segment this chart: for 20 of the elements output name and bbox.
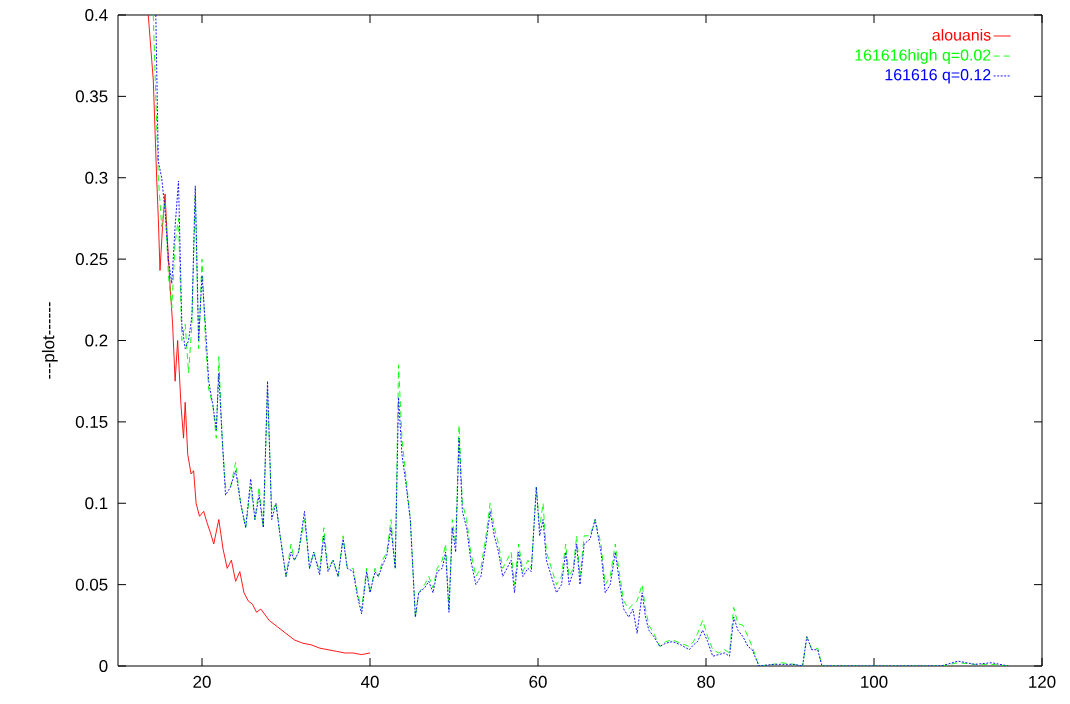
y-tick-label: 0.25 (75, 253, 108, 266)
y-tick-label: 0.05 (75, 578, 108, 591)
legend-label: 161616high q=0.02 (855, 49, 991, 64)
y-tick-label: 0.4 (85, 9, 108, 21)
legend-label: 161616 q=0.12 (885, 69, 991, 84)
legend-label: alouanis (932, 28, 991, 41)
line-series (147, 15, 371, 656)
y-tick-label: 0.15 (75, 415, 108, 428)
x-tick-label: 120 (1029, 675, 1056, 688)
x-tick-label: 20 (193, 675, 211, 688)
y-tick-label: 0.3 (85, 171, 108, 184)
x-tick-label: 80 (697, 675, 715, 688)
x-tick-label: 60 (529, 675, 547, 688)
y-axis-title: ---plot------ (41, 302, 58, 379)
y-tick-label: 0.35 (75, 90, 108, 103)
x-tick-label: 40 (360, 675, 379, 688)
y-tick-label: 0.1 (85, 497, 108, 510)
x-tick-label: 100 (861, 675, 888, 688)
y-tick-label: 0 (99, 660, 108, 672)
y-tick-label: 0.2 (85, 334, 108, 347)
